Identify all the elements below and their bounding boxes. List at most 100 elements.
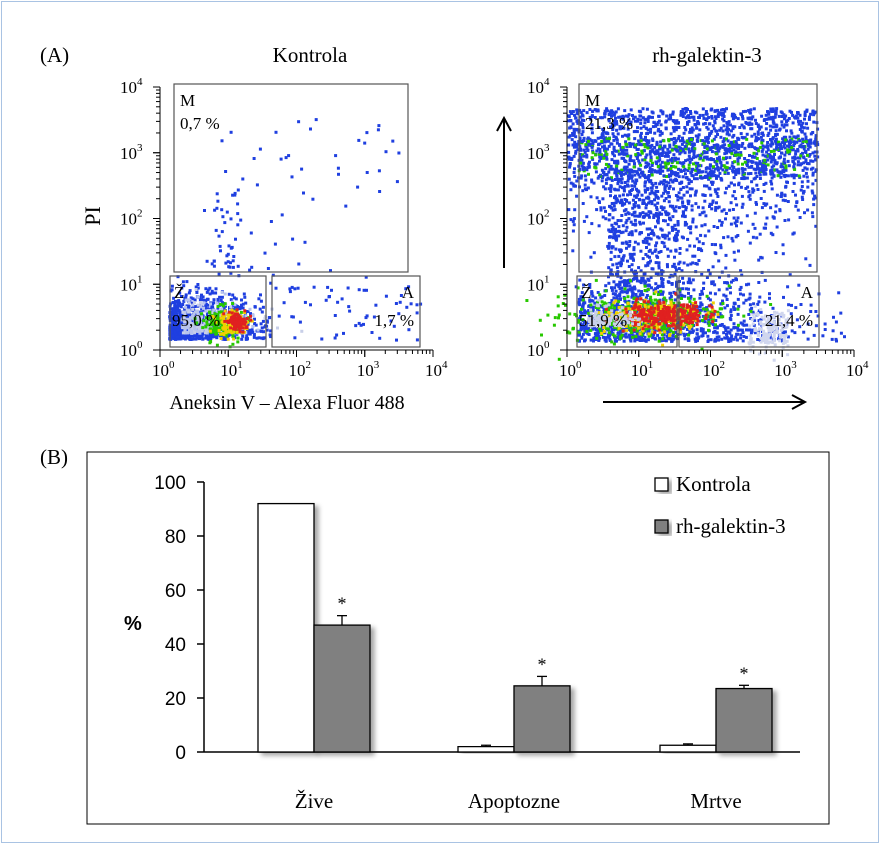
flow-dot — [632, 165, 636, 169]
flow-dot — [617, 225, 621, 229]
flow-dot — [808, 263, 812, 267]
flow-dot — [187, 291, 191, 295]
flow-dot — [768, 124, 772, 128]
flow-dot — [626, 174, 630, 178]
flow-dot — [599, 136, 603, 140]
flow-dot — [801, 121, 805, 125]
flow-dot — [713, 115, 717, 119]
flow-dot — [693, 177, 696, 181]
flow-dot — [280, 213, 284, 217]
flow-dot — [609, 194, 612, 198]
flow-dot — [619, 115, 623, 119]
flow-dot — [709, 131, 713, 135]
flow-dot — [590, 178, 594, 182]
flow-dot — [604, 217, 608, 221]
flow-dot — [666, 168, 670, 172]
flow-dot — [758, 160, 762, 164]
flow-dot — [255, 336, 259, 340]
flow-dot — [660, 110, 664, 114]
flow-dot — [706, 334, 710, 338]
flow-dot — [694, 161, 698, 165]
flow-dot — [641, 158, 645, 162]
flow-dot — [790, 146, 794, 150]
flow-dot — [692, 118, 696, 122]
flow-dot — [701, 331, 705, 335]
flow-dot — [696, 135, 700, 139]
flow-dot — [667, 237, 671, 241]
flow-dot — [223, 309, 227, 313]
flow-dot — [175, 335, 179, 339]
flow-dot — [214, 287, 218, 291]
flow-dot — [191, 314, 195, 318]
flow-dot — [744, 109, 748, 113]
flow-dot — [777, 156, 781, 160]
flow-dot — [202, 301, 206, 305]
flow-dot — [630, 268, 634, 272]
flow-dot — [604, 156, 608, 160]
flow-dot — [191, 327, 194, 331]
flow-dot — [605, 173, 609, 176]
flow-dot — [697, 240, 701, 244]
flow-dot — [196, 311, 200, 314]
flow-dot — [661, 112, 665, 116]
flow-dot — [614, 234, 618, 238]
flow-dot — [614, 283, 618, 287]
flow-dot — [695, 328, 699, 332]
flow-dot — [662, 182, 665, 186]
flow-dot — [183, 328, 187, 332]
flow-dot — [664, 210, 668, 214]
flow-dot — [622, 189, 626, 193]
flow-dot — [616, 188, 620, 192]
flow-dot — [589, 338, 593, 342]
flow-dot — [682, 193, 686, 197]
flow-dot — [222, 317, 226, 321]
up-arrow-icon — [496, 115, 512, 268]
flow-dot — [336, 300, 340, 304]
flow-dot — [638, 114, 642, 118]
flow-dot — [686, 158, 690, 162]
flow-dot — [719, 166, 723, 170]
flow-dot — [715, 326, 719, 330]
flow-dot — [760, 256, 764, 260]
flow-dot — [311, 197, 315, 201]
flow-dot — [801, 191, 805, 195]
flow-dot — [764, 222, 768, 226]
flow-dot — [758, 177, 762, 180]
flow-dot — [259, 299, 263, 303]
flow-dot — [188, 328, 191, 332]
flow-dot — [716, 149, 720, 152]
flow-dot — [705, 112, 709, 116]
flow-dot — [629, 175, 633, 179]
flow-dot — [691, 217, 695, 221]
flow-dot — [667, 117, 671, 121]
flow-y-tick-label: 102 — [120, 208, 143, 229]
flow-dot — [712, 158, 715, 161]
flow-dot — [227, 314, 231, 318]
flow-dot — [662, 219, 665, 223]
flow-dot — [796, 160, 800, 164]
flow-dot — [614, 116, 617, 120]
flow-dot — [781, 165, 784, 169]
flow-dot — [196, 329, 200, 333]
flow-dot — [771, 142, 774, 146]
flow-dot — [695, 126, 699, 130]
flow-dot — [710, 280, 714, 284]
flow-dot — [191, 307, 195, 311]
flow-dot — [182, 299, 186, 303]
flow-dot — [653, 170, 657, 174]
flow-dot — [404, 287, 408, 291]
flow-dot — [641, 279, 645, 283]
flow-dot — [232, 310, 236, 314]
flow-dot — [610, 206, 614, 210]
flow-dot — [644, 196, 648, 200]
flow-dot — [198, 320, 202, 324]
flow-dot — [696, 154, 700, 158]
flow-dot — [195, 325, 199, 329]
flow-dot — [635, 170, 639, 174]
flow-dot — [219, 298, 223, 302]
flow-dot — [290, 285, 294, 289]
flow-dot — [655, 185, 659, 189]
flow-dot — [734, 235, 738, 239]
flow-dot — [781, 243, 785, 247]
flow-dot — [684, 147, 688, 151]
